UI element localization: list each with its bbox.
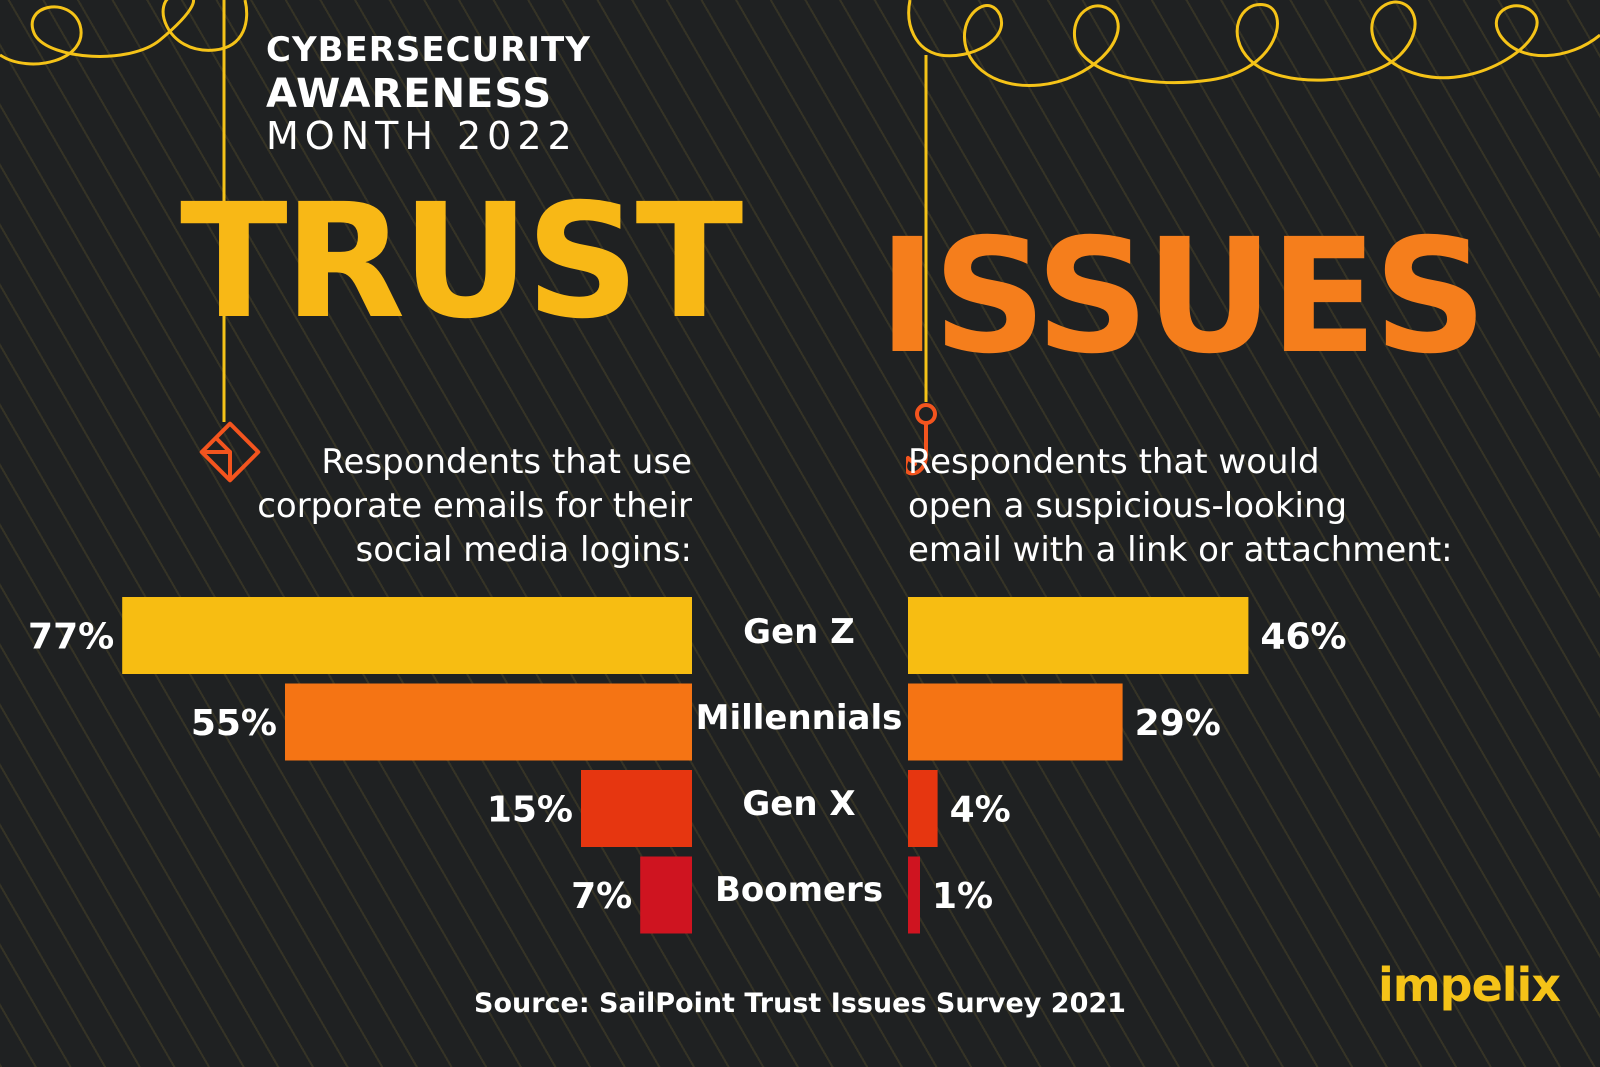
left-value-label-boomers: 7% xyxy=(571,876,632,917)
left-bar-boomers xyxy=(640,856,692,934)
right-value-label-gen-x: 4% xyxy=(950,790,1011,831)
left-desc-line-1: Respondents that use xyxy=(321,442,692,482)
fishing-hook-icon xyxy=(906,403,937,476)
left-value-label-gen-z: 77% xyxy=(28,617,114,658)
header-line-1: CYBERSECURITY xyxy=(266,30,591,70)
left-value-label-millennials: 55% xyxy=(191,703,277,744)
left-bar-gen-z xyxy=(122,597,692,674)
right-desc-line-2: open a suspicious-looking xyxy=(908,486,1348,526)
right-bar-gen-z xyxy=(908,597,1249,674)
right-value-label-millennials: 29% xyxy=(1135,703,1221,744)
header-line-2: AWARENESS xyxy=(266,71,553,117)
right-desc-line-1: Respondents that would xyxy=(908,442,1320,482)
right-bar-millennials xyxy=(908,683,1123,761)
left-desc-line-3: social media logins: xyxy=(355,530,692,570)
right-value-label-boomers: 1% xyxy=(932,876,993,917)
right-bar-boomers xyxy=(908,856,920,934)
left-desc-line-2: corporate emails for their xyxy=(257,486,692,526)
brand-logo: impelix xyxy=(1377,958,1561,1012)
envelope-icon xyxy=(199,421,261,483)
left-bar-gen-x xyxy=(581,770,692,847)
headline-word-1: TRUST xyxy=(180,170,743,354)
right-chart-description: Respondents that would open a suspicious… xyxy=(908,440,1453,572)
category-label-boomers: Boomers xyxy=(714,870,884,910)
left-chart-description: Respondents that use corporate emails fo… xyxy=(257,440,692,572)
left-value-label-gen-x: 15% xyxy=(487,790,573,831)
right-value-label-gen-z: 46% xyxy=(1260,617,1346,658)
headline-word-2: ISSUES xyxy=(878,205,1487,389)
right-desc-line-3: email with a link or attachment: xyxy=(908,530,1453,570)
source-note: Source: SailPoint Trust Issues Survey 20… xyxy=(474,988,1126,1019)
right-bar-gen-x xyxy=(908,770,938,847)
category-label-millennials: Millennials xyxy=(695,698,903,738)
category-label-gen-z: Gen Z xyxy=(743,612,855,652)
header-line-3: MONTH 2022 xyxy=(266,114,578,158)
left-bar-millennials xyxy=(285,683,692,761)
category-label-gen-x: Gen X xyxy=(742,784,856,824)
